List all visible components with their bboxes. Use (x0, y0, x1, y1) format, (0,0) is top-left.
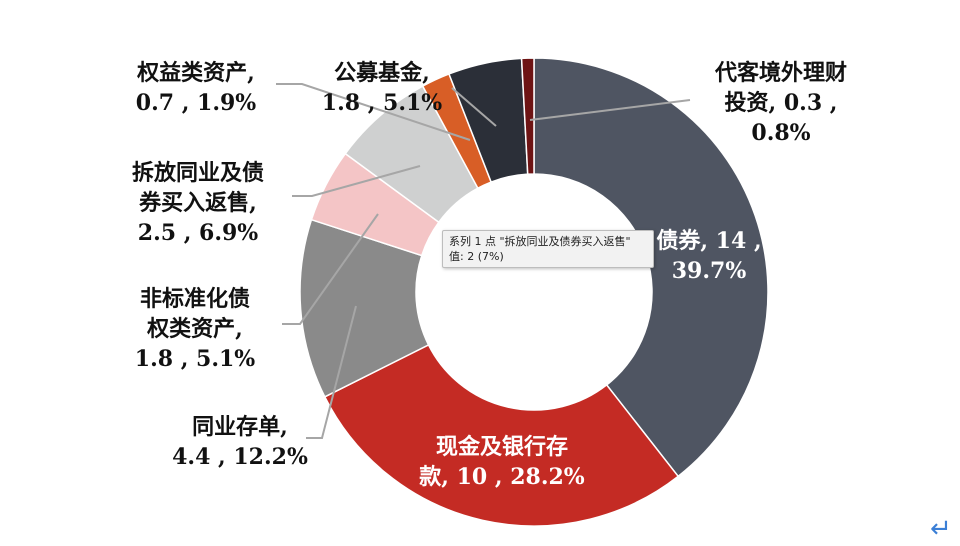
leader-line-equity-assets (276, 83, 471, 141)
leader-line-public-funds (451, 87, 497, 127)
label-equity-assets: 权益类资产, 0.7 , 1.9% (135, 60, 257, 116)
tooltip-series-point: 系列 1 点 "拆放同业及债券买入返售" (449, 235, 631, 248)
chart-tooltip: 系列 1 点 "拆放同业及债券买入返售" 值: 2 (7%) (442, 230, 654, 268)
label-cash-bank-deposits: 现金及银行存 款, 10 , 28.2% (419, 434, 585, 490)
leader-line-qdii-investment (529, 99, 691, 121)
label-interbank-repo: 拆放同业及债 券买入返售, 2.5 , 6.9% (131, 160, 264, 246)
label-bonds: 债券, 14 , 39.7% (656, 228, 762, 284)
label-nonstandard-debt: 非标准化债 权类资产, 1.8 , 5.1% (134, 286, 256, 372)
tooltip-value: 值: 2 (7%) (449, 250, 504, 263)
leader-line-nonstandard-debt (282, 213, 379, 325)
leader-line-interbank-repo (292, 165, 421, 197)
donut-slice-7[interactable] (520, 57, 535, 175)
label-interbank-cd: 同业存单, 4.4 , 12.2% (172, 414, 308, 470)
enter-return-icon: ↵ (930, 514, 952, 544)
donut-slice-1[interactable] (323, 343, 680, 527)
leader-line-interbank-cd (306, 305, 357, 439)
label-qdii-investment: 代客境外理财 投资, 0.3 , 0.8% (714, 60, 847, 146)
label-public-funds: 公募基金, 1.8 , 5.1% (321, 60, 443, 116)
